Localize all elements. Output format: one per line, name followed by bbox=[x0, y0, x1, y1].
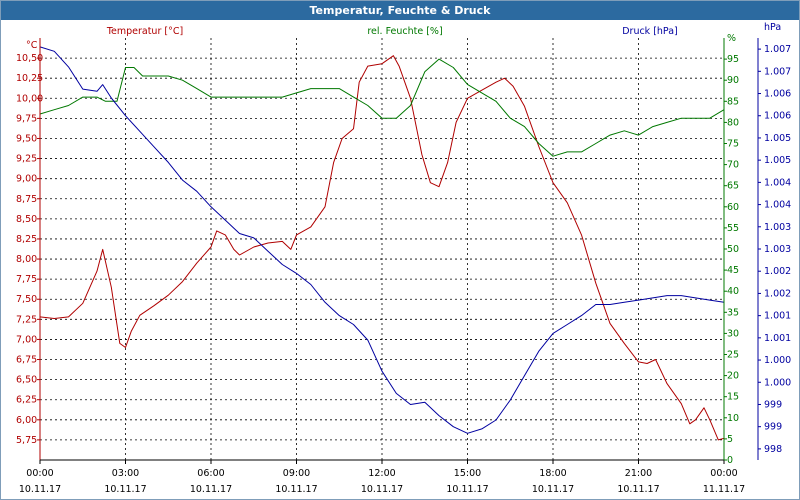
temp-tick-label: 7,50 bbox=[16, 294, 37, 305]
temp-tick-label: 8,75 bbox=[16, 194, 37, 205]
temp-tick-label: 7,25 bbox=[16, 314, 37, 325]
x-tick-time: 21:00 bbox=[625, 468, 652, 479]
temp-unit-label: °C bbox=[26, 40, 38, 51]
temp-tick-label: 9,25 bbox=[16, 154, 37, 165]
x-tick-time: 00:00 bbox=[26, 468, 53, 479]
x-tick-time: 12:00 bbox=[368, 468, 395, 479]
hum-tick-label: 45 bbox=[727, 265, 739, 276]
press-tick-label: 1.003 bbox=[764, 222, 791, 233]
hum-tick-label: 15 bbox=[727, 392, 739, 403]
temp-tick-label: 10,00 bbox=[16, 93, 43, 104]
hum-tick-label: 0 bbox=[727, 455, 733, 466]
press-tick-label: 1.006 bbox=[764, 89, 791, 100]
hum-tick-label: 20 bbox=[727, 371, 739, 382]
x-tick-date: 10.11.17 bbox=[104, 484, 146, 495]
humidity-line bbox=[39, 58, 725, 157]
hum-tick-label: 10 bbox=[727, 413, 739, 424]
press-tick-label: 1.006 bbox=[764, 111, 791, 122]
hum-tick-label: 60 bbox=[727, 202, 739, 213]
temp-tick-label: 8,50 bbox=[16, 214, 37, 225]
legend-pressure: Druck [hPa] bbox=[622, 26, 678, 37]
x-tick-date: 10.11.17 bbox=[361, 484, 403, 495]
x-tick-date: 10.11.17 bbox=[190, 484, 232, 495]
pressure-line bbox=[39, 46, 725, 434]
series-lines bbox=[39, 46, 725, 441]
press-tick-label: 1.000 bbox=[764, 377, 791, 388]
hum-unit-label: % bbox=[727, 33, 736, 44]
press-tick-label: 1.001 bbox=[764, 333, 791, 344]
x-tick-date: 10.11.17 bbox=[446, 484, 488, 495]
x-tick-date: 10.11.17 bbox=[19, 484, 61, 495]
x-tick-time: 03:00 bbox=[112, 468, 139, 479]
press-tick-label: 999 bbox=[764, 422, 782, 433]
temp-tick-label: 9,75 bbox=[16, 113, 37, 124]
temp-tick-label: 7,00 bbox=[16, 334, 37, 345]
temp-tick-label: 9,50 bbox=[16, 133, 37, 144]
press-tick-label: 998 bbox=[764, 444, 782, 455]
hum-tick-label: 25 bbox=[727, 350, 739, 361]
x-tick-date: 10.11.17 bbox=[275, 484, 317, 495]
hum-tick-label: 5 bbox=[727, 434, 733, 445]
hum-tick-label: 70 bbox=[727, 160, 739, 171]
hum-tick-label: 40 bbox=[727, 286, 739, 297]
hum-tick-label: 90 bbox=[727, 75, 739, 86]
hum-tick-label: 75 bbox=[727, 139, 739, 150]
x-tick-time: 00:00 bbox=[710, 468, 737, 479]
press-tick-label: 1.001 bbox=[764, 311, 791, 322]
press-tick-label: 1.005 bbox=[764, 133, 791, 144]
temp-tick-label: 10,50 bbox=[16, 53, 43, 64]
temp-tick-label: 8,25 bbox=[16, 234, 37, 245]
hum-tick-label: 35 bbox=[727, 307, 739, 318]
x-tick-date: 11.11.17 bbox=[703, 484, 745, 495]
hum-tick-label: 85 bbox=[727, 96, 739, 107]
x-tick-date: 10.11.17 bbox=[532, 484, 574, 495]
temp-tick-label: 6,25 bbox=[16, 395, 37, 406]
press-tick-label: 1.005 bbox=[764, 155, 791, 166]
x-tick-time: 09:00 bbox=[283, 468, 310, 479]
press-tick-label: 1.000 bbox=[764, 355, 791, 366]
chart-title: Temperatur, Feuchte & Druck bbox=[1, 1, 799, 20]
temp-tick-label: 6,75 bbox=[16, 355, 37, 366]
temp-tick-label: 5,75 bbox=[16, 435, 37, 446]
hum-tick-label: 30 bbox=[727, 328, 739, 339]
press-tick-label: 1.003 bbox=[764, 244, 791, 255]
hum-tick-label: 80 bbox=[727, 117, 739, 128]
temp-tick-label: 7,75 bbox=[16, 274, 37, 285]
press-tick-label: 1.004 bbox=[764, 200, 791, 211]
x-tick-time: 15:00 bbox=[454, 468, 481, 479]
temp-tick-label: 10,25 bbox=[16, 73, 43, 84]
press-tick-label: 1.007 bbox=[764, 44, 791, 55]
temp-tick-label: 8,00 bbox=[16, 254, 37, 265]
press-tick-label: 999 bbox=[764, 399, 782, 410]
temp-tick-label: 9,00 bbox=[16, 174, 37, 185]
hum-tick-label: 95 bbox=[727, 54, 739, 65]
legend-temperature: Temperatur [°C] bbox=[106, 26, 183, 37]
legend-humidity: rel. Feuchte [%] bbox=[367, 26, 442, 37]
press-unit-label: hPa bbox=[764, 22, 781, 33]
hum-tick-label: 65 bbox=[727, 181, 739, 192]
press-tick-label: 1.002 bbox=[764, 288, 791, 299]
hum-tick-label: 55 bbox=[727, 223, 739, 234]
axes: 00:00 10.11.17 03:00 10.11.17 06:00 10.11.17 0… bbox=[16, 22, 791, 495]
x-tick-date: 10.11.17 bbox=[617, 484, 659, 495]
grid-lines bbox=[40, 38, 724, 460]
temp-tick-label: 6,50 bbox=[16, 375, 37, 386]
temp-tick-label: 6,00 bbox=[16, 415, 37, 426]
press-tick-label: 1.007 bbox=[764, 66, 791, 77]
press-tick-label: 1.004 bbox=[764, 177, 791, 188]
press-tick-label: 1.002 bbox=[764, 266, 791, 277]
x-tick-time: 18:00 bbox=[539, 468, 566, 479]
x-tick-time: 06:00 bbox=[197, 468, 224, 479]
temperature-line bbox=[39, 55, 725, 441]
hum-tick-label: 50 bbox=[727, 244, 739, 255]
